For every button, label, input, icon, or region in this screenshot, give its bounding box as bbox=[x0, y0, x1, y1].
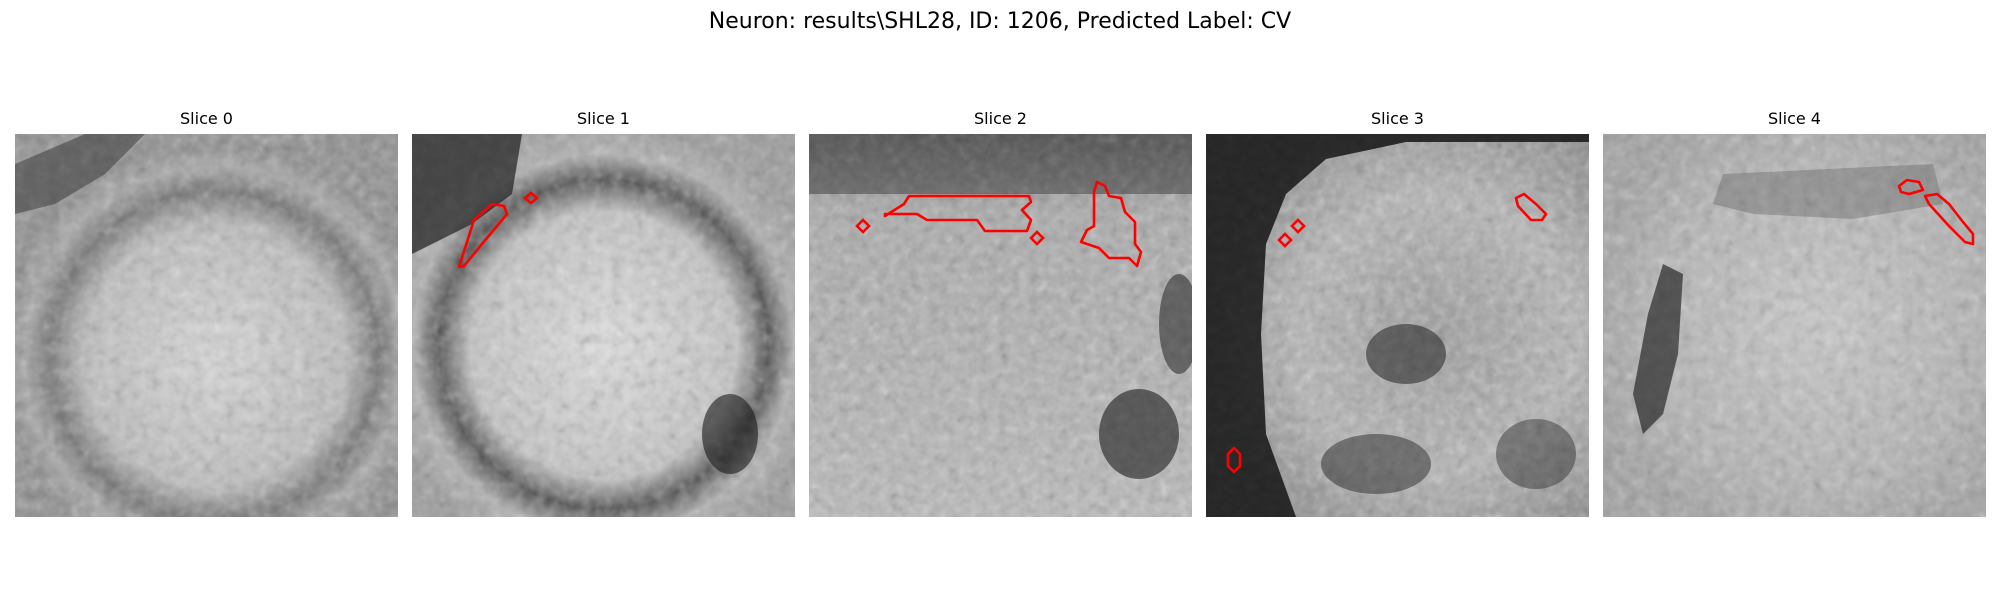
slice-title: Slice 4 bbox=[1768, 109, 1821, 128]
contour bbox=[1277, 232, 1293, 248]
contour bbox=[457, 202, 509, 269]
contour bbox=[1514, 192, 1548, 222]
contour bbox=[522, 191, 540, 205]
slice-image bbox=[1206, 134, 1589, 517]
slice-image bbox=[1603, 134, 1986, 517]
slice-image bbox=[15, 134, 398, 517]
slice-image bbox=[809, 134, 1192, 517]
figure-title: Neuron: results\SHL28, ID: 1206, Predict… bbox=[708, 9, 1292, 34]
slice-title: Slice 3 bbox=[1371, 109, 1424, 128]
slice-image bbox=[412, 134, 795, 517]
contour bbox=[1029, 230, 1045, 246]
contour bbox=[883, 194, 1033, 233]
slice-panel-2: Slice 2 bbox=[809, 108, 1192, 517]
contour bbox=[855, 218, 871, 234]
slice-title: Slice 2 bbox=[974, 109, 1027, 128]
slice-panel-0: Slice 0 bbox=[15, 108, 398, 517]
slice-title: Slice 0 bbox=[180, 109, 233, 128]
slice-panel-4: Slice 4 bbox=[1603, 108, 1986, 517]
contour bbox=[1923, 192, 1975, 246]
contour bbox=[1897, 178, 1925, 196]
contour bbox=[1290, 218, 1306, 234]
slice-panel-3: Slice 3 bbox=[1206, 108, 1589, 517]
contour bbox=[1079, 180, 1143, 268]
contour bbox=[1226, 446, 1242, 474]
slice-panel-1: Slice 1 bbox=[412, 108, 795, 517]
slice-title: Slice 1 bbox=[577, 109, 630, 128]
